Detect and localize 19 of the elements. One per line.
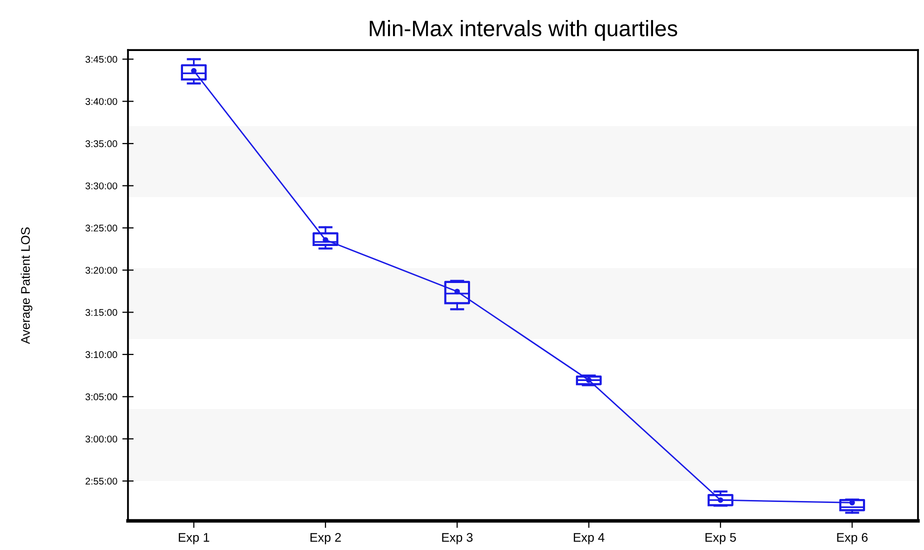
y-tick-label: 3:30:00 <box>85 182 118 190</box>
y-tick-label: 3:45:00 <box>85 56 118 63</box>
x-tick-label: Exp 6 <box>837 532 868 544</box>
y-tick-label: 3:05:00 <box>85 393 118 400</box>
x-tick-label: Exp 5 <box>706 533 736 544</box>
y-tick-label: 3:25:00 <box>85 224 118 232</box>
y-tick-label: 3:35:00 <box>85 140 118 148</box>
x-tick-label: Exp 1 <box>178 533 210 544</box>
x-tick-label: Exp 4 <box>574 533 604 544</box>
y-tick-label: 3:00:00 <box>85 436 118 442</box>
y-tick-label: 3:40:00 <box>85 98 118 105</box>
chart-title: Min-Max intervals with quartiles <box>370 20 678 41</box>
y-tick-label: 3:15:00 <box>85 309 118 316</box>
y-tick-label: 2:55:00 <box>86 478 118 485</box>
y-tick-label: 3:10:00 <box>85 351 118 358</box>
y-tick-label: 3:20:00 <box>85 266 118 274</box>
x-tick-label: Exp 3 <box>442 532 473 544</box>
y-axis-title: Average Patient LOS <box>20 227 32 344</box>
x-tick-label: Exp 2 <box>310 532 341 544</box>
